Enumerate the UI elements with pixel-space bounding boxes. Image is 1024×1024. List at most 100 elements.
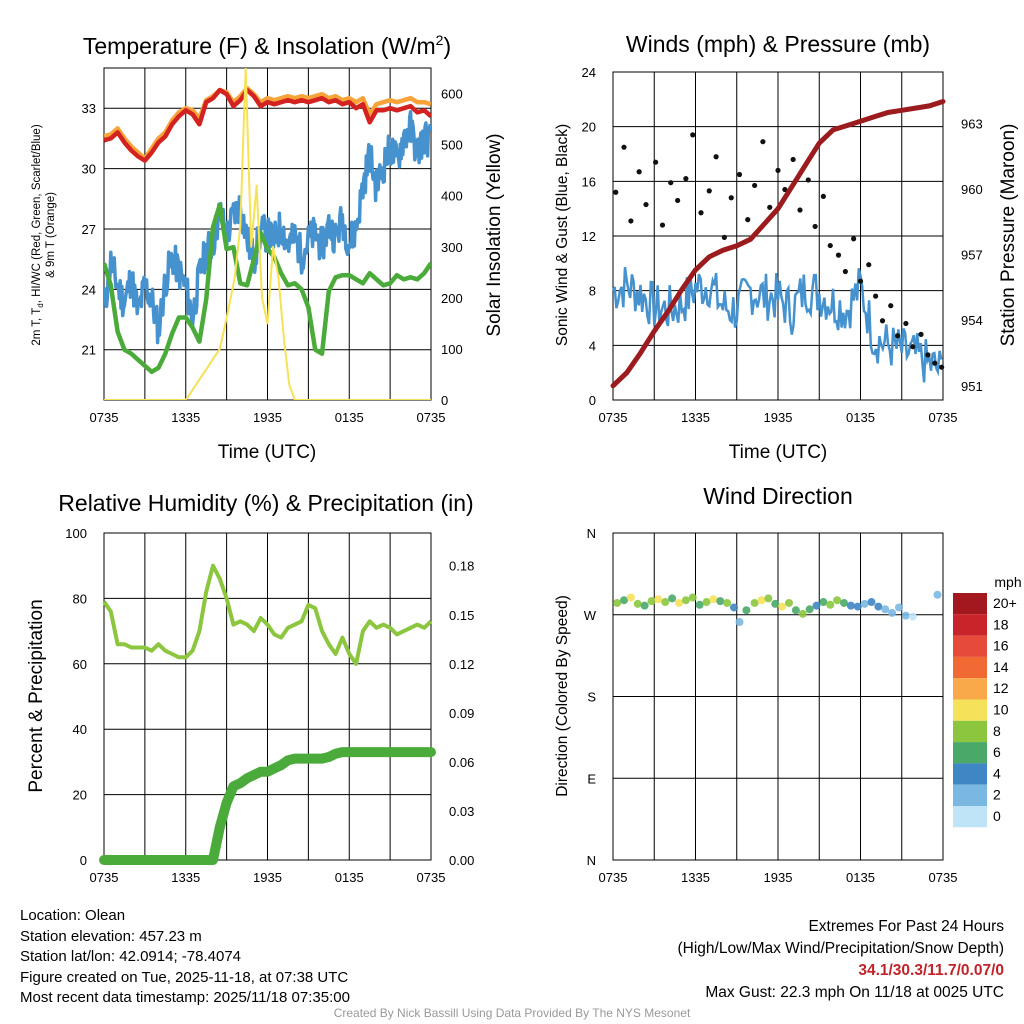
dir-point xyxy=(853,602,862,611)
wind-gust-point xyxy=(683,176,689,182)
wind-gust-point xyxy=(790,156,796,163)
wind-gust-point xyxy=(668,180,674,186)
latlon-text: Station lat/lon: 42.0914; -78.4074 xyxy=(20,948,242,965)
dir-chart-title: Wind Direction xyxy=(703,483,853,509)
dir-point xyxy=(826,600,835,609)
rh-y-tick-label: 40 xyxy=(73,722,87,737)
rh-y-tick-label: 20 xyxy=(73,788,87,803)
rh-x-tick-label: 1935 xyxy=(253,870,282,885)
wind-gust-point xyxy=(698,210,704,216)
temp-x-tick-label: 0735 xyxy=(417,410,446,425)
wind-y-tick-label: 0 xyxy=(589,393,596,408)
dir-point xyxy=(805,605,814,614)
dir-point xyxy=(908,612,917,621)
created-text: Figure created on Tue, 2025-11-18, at 07… xyxy=(20,968,349,986)
wind-gust-point xyxy=(918,331,924,337)
location-text: Location: Olean xyxy=(20,907,126,924)
wind-gust-point xyxy=(879,318,886,324)
wind-gust-point xyxy=(628,218,634,224)
dir-y-tick-label: N xyxy=(587,526,596,541)
rh-y2-tick-label: 0.03 xyxy=(449,804,474,819)
colorbar-label: 4 xyxy=(993,765,1001,781)
wind-gust-point xyxy=(721,234,727,240)
wind-y2-tick-label: 963 xyxy=(961,116,983,131)
wind-gust-point xyxy=(820,193,826,199)
colorbar-title: mph xyxy=(994,574,1021,590)
wind-gust-point xyxy=(613,189,619,195)
temp-x-tick-label: 0135 xyxy=(335,410,364,425)
temp-y2-tick-label: 100 xyxy=(441,342,463,357)
recent-data-text: Most recent data timestamp: 2025/11/18 0… xyxy=(20,989,350,1006)
wind-gust-point xyxy=(857,278,864,284)
temp-y-tick-label: 24 xyxy=(82,282,96,297)
wind-gust-point xyxy=(736,171,743,178)
colorbar-swatch xyxy=(953,678,987,700)
rh-x-tick-label: 0135 xyxy=(335,870,364,885)
wind-gust-point xyxy=(775,167,781,173)
dir-y-axis-label: Direction (Colored By Speed) xyxy=(554,595,571,797)
temp-x-tick-label: 1335 xyxy=(171,410,200,425)
wind-y2-tick-label: 951 xyxy=(961,379,983,394)
dir-point xyxy=(647,597,656,606)
dir-point xyxy=(633,599,642,608)
wind-series-sonic-wind xyxy=(611,267,943,383)
temp-title-superscript: 2 xyxy=(436,32,444,48)
dir-point xyxy=(764,594,773,603)
temp-y2-tick-label: 400 xyxy=(441,189,463,204)
rh-y-axis-label: Percent & Precipitation xyxy=(26,599,47,792)
wind-gust-point xyxy=(903,320,909,327)
colorbar-label: 18 xyxy=(993,616,1009,632)
rh-y2-tick-label: 0.18 xyxy=(449,559,474,574)
wind-gust-point xyxy=(932,360,938,366)
wind-x-tick-label: 0735 xyxy=(929,410,958,425)
wind-x-tick-label: 1335 xyxy=(681,410,710,425)
wind-y-axis-label: Sonic Wind & Gust (Blue, Black) xyxy=(554,124,571,346)
wind-y-tick-label: 8 xyxy=(589,284,596,299)
rh-y-tick-label: 80 xyxy=(73,591,87,606)
dir-y-tick-label: W xyxy=(584,608,597,623)
dir-point xyxy=(709,595,718,604)
wind-gust-point xyxy=(690,132,696,138)
dir-point xyxy=(888,608,897,617)
rh-y-tick-label: 100 xyxy=(65,526,87,541)
wind-y2-tick-label: 960 xyxy=(961,182,983,197)
temp-x-tick-label: 0735 xyxy=(90,410,119,425)
temp-ylabel-subscript: d xyxy=(36,303,45,307)
wind-gust-point xyxy=(621,144,627,150)
dir-point xyxy=(730,603,738,612)
dir-x-tick-label: 1335 xyxy=(681,870,710,885)
wind-y-tick-label: 16 xyxy=(582,174,596,189)
wind-gust-point xyxy=(675,197,681,204)
wind-gust-point xyxy=(895,333,901,339)
wind-gust-point xyxy=(767,204,773,210)
wind-gust-point xyxy=(636,169,642,175)
dir-y-tick-label: N xyxy=(587,853,596,868)
dir-point xyxy=(933,590,942,599)
max-gust-text: Max Gust: 22.3 mph On 11/18 at 0025 UTC xyxy=(705,984,1004,1001)
dir-point xyxy=(757,596,766,605)
dir-point xyxy=(840,598,848,607)
colorbar-swatch xyxy=(953,763,987,785)
dir-point xyxy=(750,598,759,607)
wind-gust-point xyxy=(866,262,872,268)
wind-gust-point xyxy=(805,177,811,183)
dir-x-tick-label: 0735 xyxy=(599,870,628,885)
rh-y2-tick-label: 0.12 xyxy=(449,657,474,672)
wind-gust-point xyxy=(812,223,818,230)
colorbar-swatch xyxy=(953,593,987,615)
temp-ylabel-part: , HI/WC (Red, Green, Scarlet/Blue) xyxy=(31,124,43,303)
colorbar-label: 10 xyxy=(993,702,1009,718)
colorbar-label: 8 xyxy=(993,723,1001,739)
dir-x-tick-label: 0135 xyxy=(846,870,875,885)
wind-gust-point xyxy=(873,293,879,299)
colorbar-label: 16 xyxy=(993,638,1009,654)
colorbar-label: 6 xyxy=(993,744,1001,760)
temp-series-9m-t xyxy=(104,85,431,161)
temp-y-axis-label-line2: & 9m T (Orange) xyxy=(45,192,57,278)
extremes-title: Extremes For Past 24 Hours xyxy=(808,918,1004,935)
temp-x-tick-label: 1935 xyxy=(253,410,282,425)
temp-y2-tick-label: 500 xyxy=(441,138,463,153)
dir-point xyxy=(778,602,787,611)
colorbar-swatch xyxy=(953,784,987,806)
